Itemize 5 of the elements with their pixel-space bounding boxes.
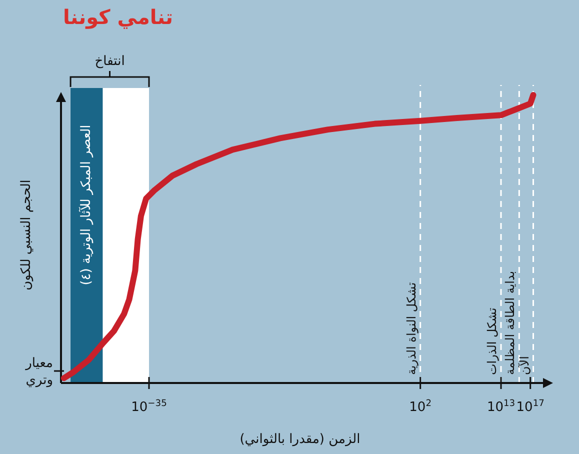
annotation: انتفاخ	[94, 54, 125, 69]
annotation: معيار وتري	[26, 356, 53, 388]
title: تنامي كوننا	[62, 5, 174, 29]
ylabel: الحجم النسبي للكون	[19, 180, 34, 290]
xlabel: الزمن (مقدرا بالثواني)	[240, 432, 360, 447]
